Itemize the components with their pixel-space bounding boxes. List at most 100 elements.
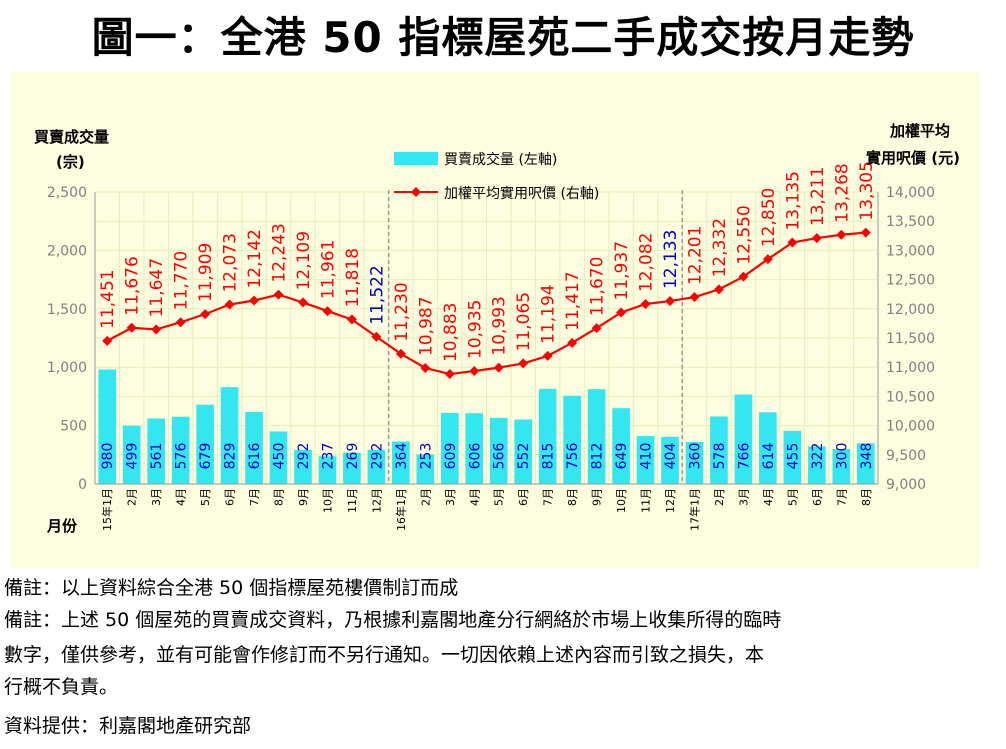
x-tick-label: 8月 — [860, 488, 873, 506]
x-tick-label: 7月 — [542, 488, 555, 506]
right-tick-label: 13,500 — [886, 214, 935, 230]
line-marker — [346, 314, 357, 325]
right-tick-label: 12,500 — [886, 273, 935, 289]
x-tick-label: 12月 — [664, 488, 677, 513]
left-tick-label: 2,500 — [47, 185, 87, 201]
note-2-line-3: 行概不負責。 — [4, 676, 119, 698]
x-tick-label: 17年1月 — [687, 488, 701, 531]
bar-label: 815 — [541, 443, 557, 470]
line-label: 12,550 — [734, 205, 754, 264]
left-tick-label: 2,000 — [47, 243, 87, 259]
x-tick-label: 6月 — [517, 488, 530, 506]
x-tick-labels: 15年1月 2月 3月 4月 5月 6月 7月 8月 9月 10月 11月 12月 16年1月 2月 3月 4… — [100, 488, 873, 531]
line-label: 12,142 — [245, 229, 265, 288]
x-tick-label: 3月 — [150, 488, 163, 506]
bar-label: 450 — [272, 443, 288, 470]
line-marker — [762, 254, 773, 265]
line-marker — [322, 306, 333, 317]
chart-area: 980 499 561 576 679 829 616 450 292 237 269 292 364 2… — [10, 72, 980, 568]
line-marker — [493, 362, 504, 373]
line-label: 11,961 — [318, 240, 338, 299]
line-label: 11,194 — [539, 284, 559, 343]
x-tick-label: 5月 — [493, 488, 506, 506]
left-tick-label: 1,000 — [47, 360, 87, 376]
line-marker — [224, 299, 235, 310]
line-label: 11,909 — [196, 243, 216, 302]
x-tick-label: 11月 — [640, 488, 653, 513]
line-label: 10,935 — [465, 300, 485, 359]
source-note: 資料提供：利嘉閣地產研究部 — [4, 715, 252, 737]
line-marker — [273, 289, 284, 300]
line-marker — [469, 365, 480, 376]
line-label: 11,670 — [588, 257, 608, 316]
line-marker — [616, 307, 627, 318]
right-tick-label: 14,000 — [886, 185, 935, 201]
bar-label: 609 — [443, 443, 459, 470]
bar-label: 300 — [834, 443, 850, 470]
x-tick-label: 4月 — [468, 488, 481, 506]
line-labels: 11,451 11,676 11,647 11,770 11,909 12,073 12,1… — [98, 161, 877, 362]
x-tick-label: 4月 — [762, 488, 775, 506]
legend-line-marker — [411, 187, 421, 197]
line-label: 13,135 — [783, 171, 803, 230]
bar — [489, 417, 508, 484]
x-axis-title: 月份 — [46, 517, 78, 535]
bar-label: 410 — [639, 443, 655, 470]
line-marker — [175, 317, 186, 328]
bar-label: 766 — [736, 443, 752, 470]
bar — [563, 395, 581, 484]
right-tick-label: 9,500 — [886, 448, 926, 464]
legend: 買賣成交量 (左軸) 加權平均實用呎價 (右軸) — [394, 151, 599, 202]
chart-title: 圖一：全港 50 指標屋苑二手成交按月走勢 — [91, 13, 915, 62]
line-marker — [249, 295, 260, 306]
bar-label: 616 — [247, 443, 263, 470]
line-marker — [738, 271, 749, 282]
x-tick-label: 9月 — [297, 488, 310, 506]
bar — [514, 419, 533, 484]
left-tick-label: 0 — [78, 477, 87, 493]
bar-label: 237 — [320, 443, 336, 470]
line-marker — [665, 296, 676, 307]
x-tick-label: 7月 — [835, 488, 848, 506]
line-marker — [420, 362, 431, 373]
left-axis-title: 買賣成交量 — [34, 128, 109, 146]
x-tick-label: 10月 — [321, 488, 334, 513]
x-tick-label: 12月 — [370, 488, 383, 513]
line-label: 13,305 — [857, 161, 877, 220]
line-label: 10,993 — [490, 296, 510, 355]
line-label: 13,211 — [808, 167, 828, 226]
line-series — [102, 227, 871, 380]
line-label: 11,676 — [123, 256, 143, 315]
bar-label: 561 — [149, 443, 165, 470]
line-marker — [297, 297, 308, 308]
bar-label: 253 — [418, 443, 434, 470]
line-marker — [102, 335, 113, 346]
bar-label: 364 — [394, 443, 410, 470]
legend-line-label: 加權平均實用呎價 (右軸) — [444, 185, 599, 202]
legend-bar-swatch — [394, 152, 438, 165]
line-marker — [567, 337, 578, 348]
bar — [122, 425, 141, 484]
axes: 2,500 2,000 1,500 1,000 500 0 14,000 13,500 13,0… — [47, 185, 935, 493]
line-marker — [395, 348, 406, 359]
right-axis-title: 加權平均 — [889, 122, 950, 140]
x-tick-label: 15年1月 — [100, 488, 114, 531]
line-marker — [860, 227, 871, 238]
x-tick-label: 3月 — [737, 488, 750, 506]
right-tick-label: 11,500 — [886, 331, 935, 347]
bar-label: 566 — [492, 443, 508, 470]
x-tick-label: 2月 — [419, 488, 432, 506]
line-label: 11,770 — [172, 251, 192, 310]
x-tick-label: 6月 — [811, 488, 824, 506]
bar — [783, 430, 802, 484]
right-tick-label: 10,500 — [886, 389, 935, 405]
line-marker — [542, 350, 553, 361]
bar — [343, 452, 361, 484]
bar-label: 552 — [516, 443, 532, 470]
line-label: 12,109 — [294, 231, 314, 290]
line-label: 12,082 — [637, 233, 657, 292]
bar — [465, 413, 484, 484]
line-label: 11,230 — [392, 282, 412, 341]
bar — [808, 446, 826, 484]
x-tick-label: 3月 — [444, 488, 457, 506]
